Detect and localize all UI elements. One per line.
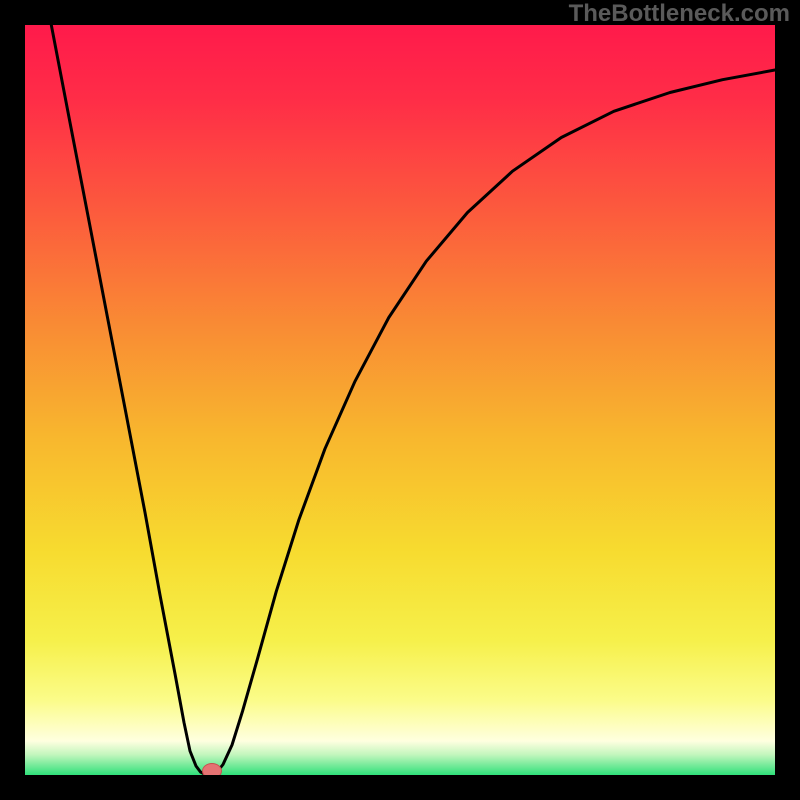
chart-frame: TheBottleneck.com: [0, 0, 800, 800]
bottleneck-curve: [25, 25, 775, 775]
watermark-text: TheBottleneck.com: [569, 0, 796, 28]
optimum-marker: [202, 763, 222, 775]
plot-area: [25, 25, 775, 775]
